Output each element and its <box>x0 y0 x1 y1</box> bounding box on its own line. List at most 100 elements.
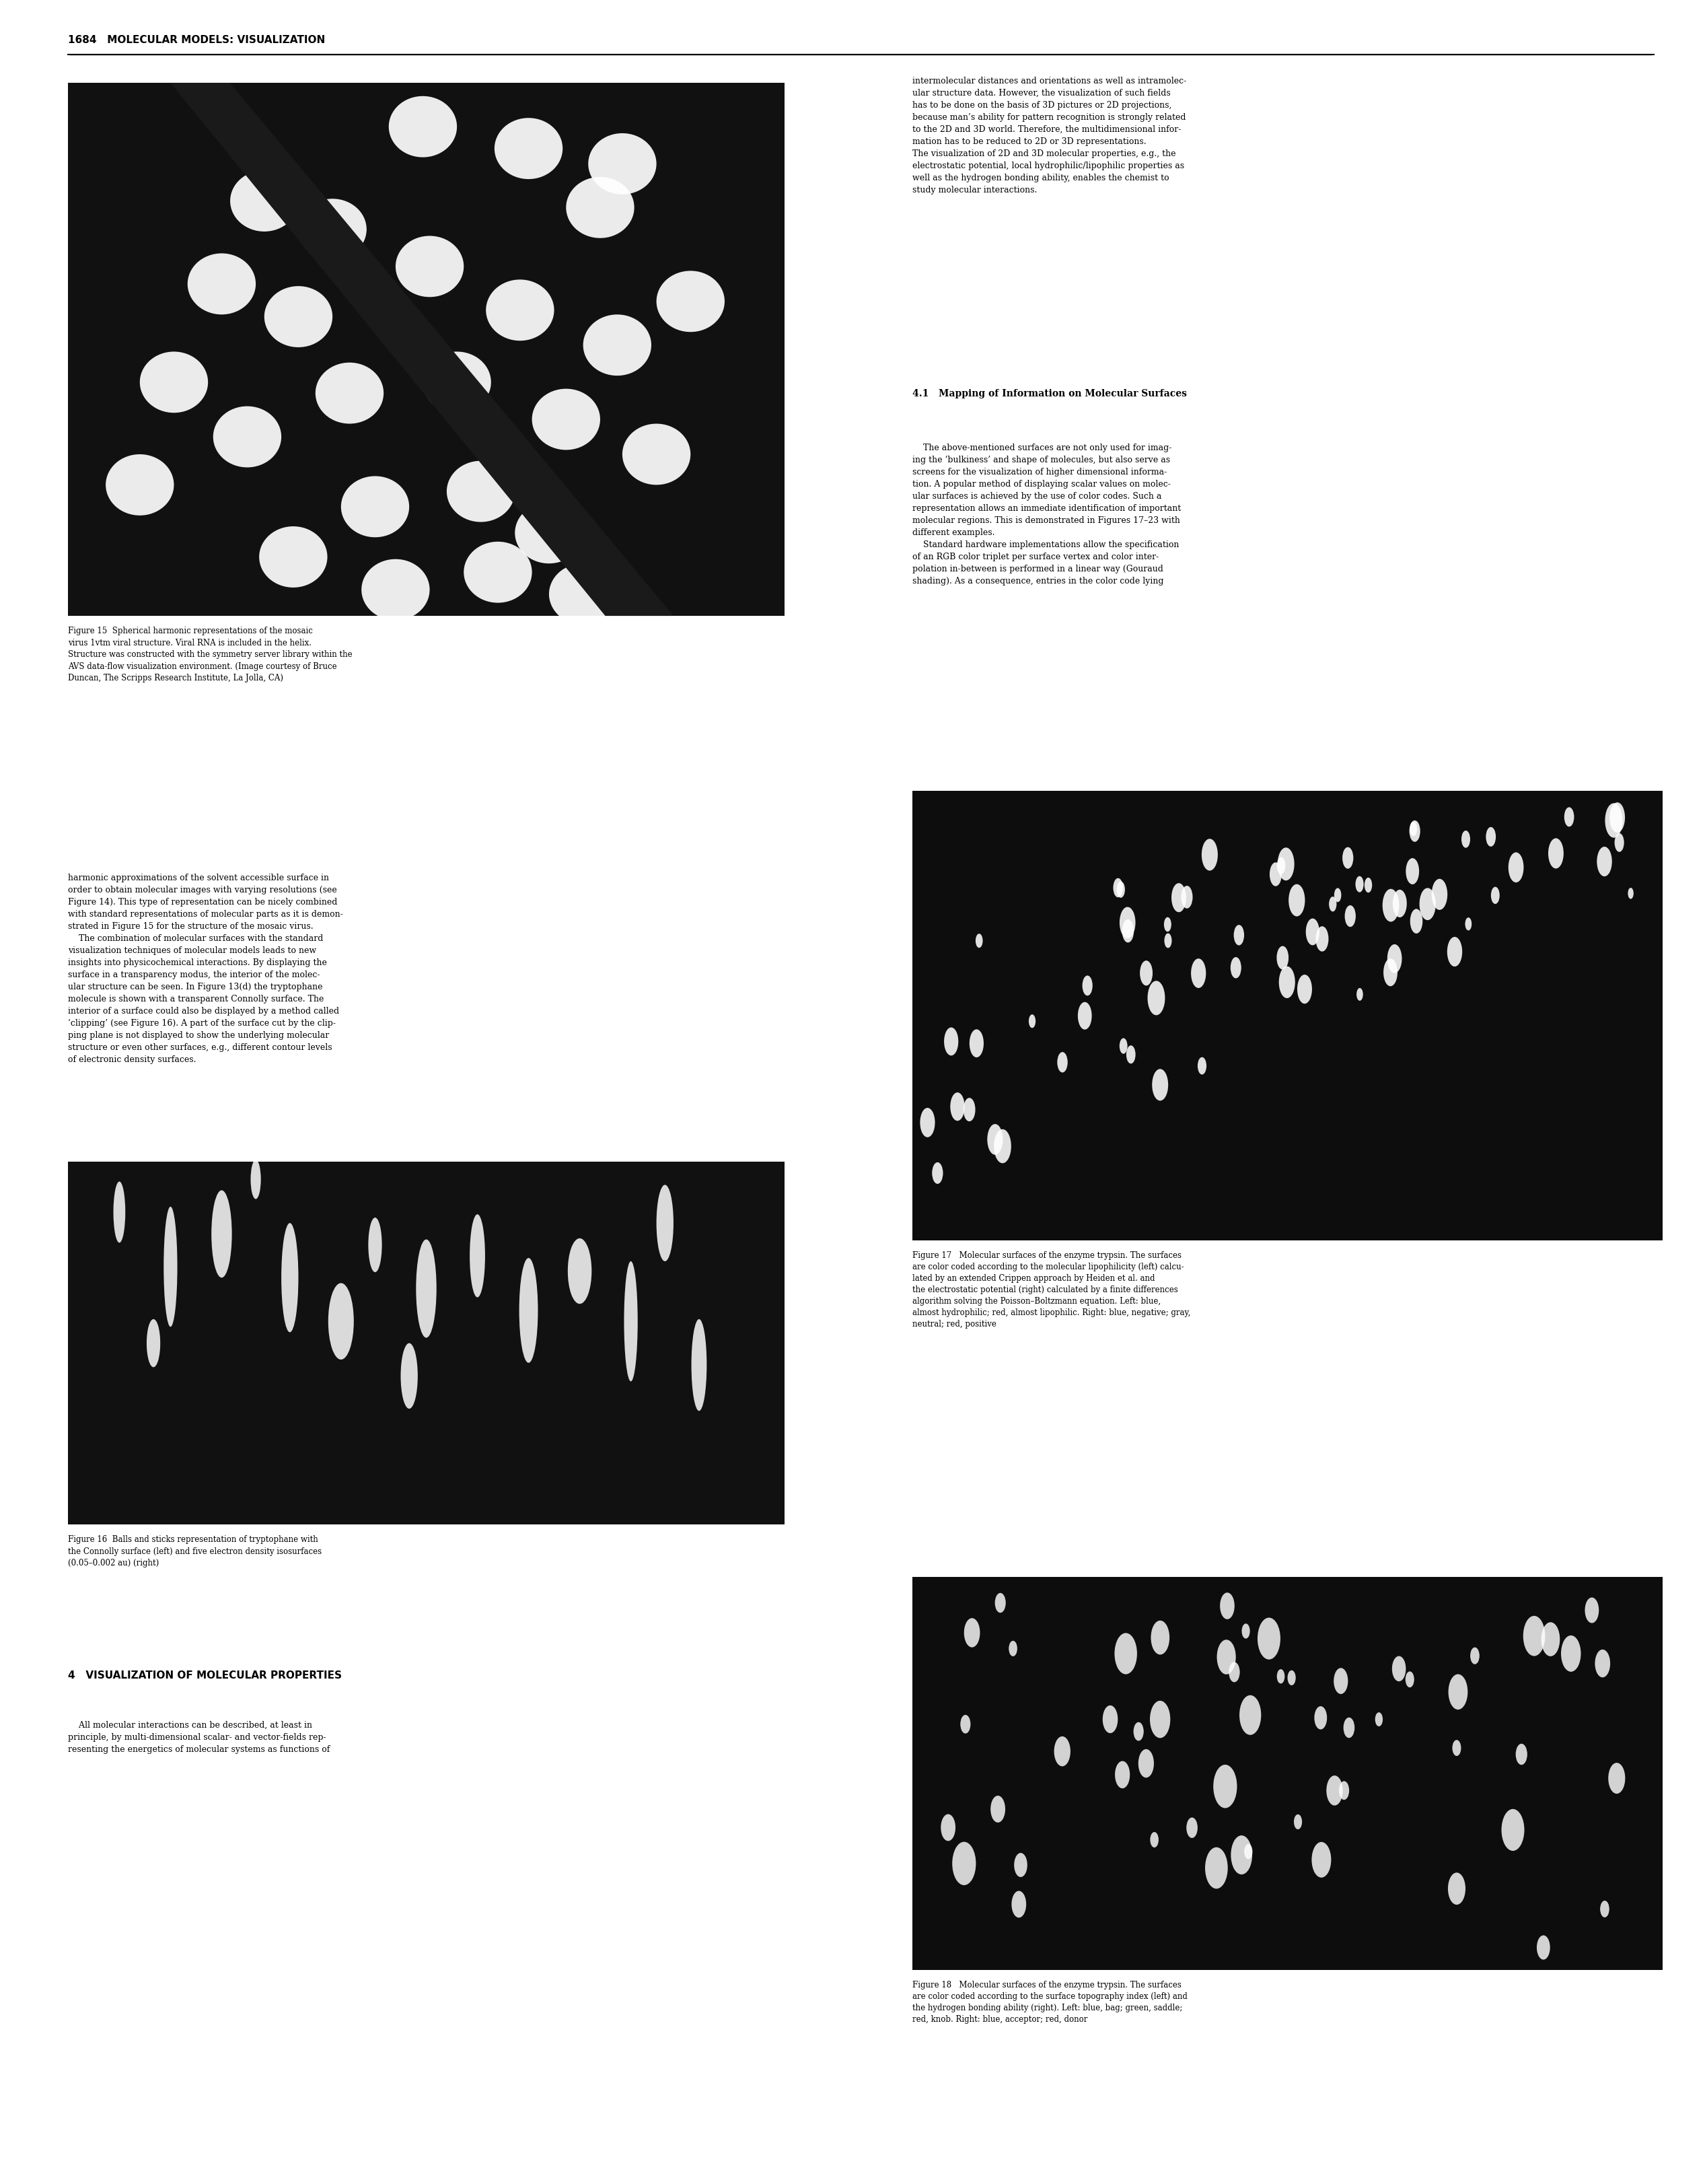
Ellipse shape <box>281 1223 298 1332</box>
Ellipse shape <box>1328 898 1337 911</box>
Bar <box>68 1162 784 1524</box>
Ellipse shape <box>588 133 656 194</box>
Text: 4   VISUALIZATION OF MOLECULAR PROPERTIES: 4 VISUALIZATION OF MOLECULAR PROPERTIES <box>68 1671 343 1682</box>
Ellipse shape <box>1541 1623 1560 1655</box>
Ellipse shape <box>1234 924 1245 946</box>
Ellipse shape <box>1393 889 1407 917</box>
Ellipse shape <box>213 406 281 467</box>
Ellipse shape <box>1608 1762 1625 1793</box>
Ellipse shape <box>921 1107 934 1138</box>
Ellipse shape <box>416 1241 436 1337</box>
Ellipse shape <box>1117 882 1125 898</box>
Ellipse shape <box>518 1258 539 1363</box>
Ellipse shape <box>1202 839 1217 871</box>
Ellipse shape <box>941 1815 955 1841</box>
Ellipse shape <box>494 118 563 179</box>
Text: harmonic approximations of the solvent accessible surface in
order to obtain mol: harmonic approximations of the solvent a… <box>68 874 343 1064</box>
Ellipse shape <box>568 1238 592 1304</box>
Ellipse shape <box>1241 1623 1250 1638</box>
Ellipse shape <box>1594 1649 1610 1677</box>
Ellipse shape <box>1182 887 1192 909</box>
Text: Figure 16  Balls and sticks representation of tryptophane with
the Connolly surf: Figure 16 Balls and sticks representatio… <box>68 1535 322 1568</box>
Ellipse shape <box>549 563 617 625</box>
Ellipse shape <box>471 1214 486 1297</box>
Ellipse shape <box>1057 1053 1067 1072</box>
Ellipse shape <box>960 1714 970 1734</box>
Ellipse shape <box>1345 906 1355 926</box>
Ellipse shape <box>1548 839 1563 869</box>
Ellipse shape <box>1615 834 1625 852</box>
Ellipse shape <box>1604 804 1623 839</box>
Ellipse shape <box>1383 889 1400 922</box>
Ellipse shape <box>1277 847 1294 880</box>
Ellipse shape <box>987 1125 1003 1155</box>
Ellipse shape <box>1120 906 1136 939</box>
Ellipse shape <box>188 253 256 314</box>
Ellipse shape <box>1410 821 1420 841</box>
Ellipse shape <box>1432 878 1448 911</box>
Ellipse shape <box>1509 852 1524 882</box>
Ellipse shape <box>1153 1068 1168 1101</box>
Ellipse shape <box>1054 1736 1071 1767</box>
Ellipse shape <box>1453 1741 1461 1756</box>
Ellipse shape <box>950 1092 965 1120</box>
Text: Figure 15  Spherical harmonic representations of the mosaic
virus 1vtm viral str: Figure 15 Spherical harmonic representat… <box>68 627 353 684</box>
Ellipse shape <box>933 1162 943 1184</box>
Ellipse shape <box>113 1182 126 1243</box>
Ellipse shape <box>532 389 600 450</box>
Ellipse shape <box>1078 1002 1091 1029</box>
Ellipse shape <box>1598 847 1611 876</box>
Ellipse shape <box>147 1319 160 1367</box>
Ellipse shape <box>1586 1597 1599 1623</box>
Text: intermolecular distances and orientations as well as intramolec-
ular structure : intermolecular distances and orientation… <box>912 76 1187 194</box>
Ellipse shape <box>1391 1655 1407 1682</box>
Ellipse shape <box>298 199 367 260</box>
Ellipse shape <box>1258 1618 1280 1660</box>
Ellipse shape <box>1240 1695 1262 1734</box>
Ellipse shape <box>1103 1706 1118 1734</box>
Ellipse shape <box>1120 1037 1127 1055</box>
Ellipse shape <box>1338 1782 1349 1800</box>
Ellipse shape <box>1448 1675 1468 1710</box>
Ellipse shape <box>1113 878 1124 898</box>
Ellipse shape <box>1147 981 1165 1016</box>
Ellipse shape <box>486 280 554 341</box>
Ellipse shape <box>1127 1046 1136 1064</box>
Ellipse shape <box>1115 1634 1137 1675</box>
Ellipse shape <box>1115 1760 1130 1789</box>
Ellipse shape <box>1364 878 1373 893</box>
Ellipse shape <box>1141 961 1153 985</box>
Ellipse shape <box>1165 917 1171 933</box>
Ellipse shape <box>1311 1841 1332 1878</box>
Ellipse shape <box>1628 887 1633 900</box>
Ellipse shape <box>1485 828 1495 847</box>
Ellipse shape <box>1214 1765 1238 1808</box>
Ellipse shape <box>975 933 982 948</box>
Text: All molecular interactions can be described, at least in
principle, by multi-dim: All molecular interactions can be descri… <box>68 1721 331 1754</box>
Ellipse shape <box>1134 1723 1144 1741</box>
Ellipse shape <box>259 526 327 587</box>
Ellipse shape <box>991 1795 1006 1821</box>
Ellipse shape <box>1405 1671 1413 1688</box>
Ellipse shape <box>230 170 298 232</box>
Ellipse shape <box>1420 889 1436 919</box>
Ellipse shape <box>1516 1743 1528 1765</box>
Ellipse shape <box>1277 1669 1284 1684</box>
Ellipse shape <box>1014 1852 1028 1876</box>
Ellipse shape <box>1151 1621 1170 1655</box>
Ellipse shape <box>1410 909 1422 933</box>
Ellipse shape <box>1231 957 1241 978</box>
Ellipse shape <box>1306 919 1320 946</box>
Ellipse shape <box>691 1319 706 1411</box>
Bar <box>912 791 1662 1241</box>
Ellipse shape <box>1448 937 1463 968</box>
Ellipse shape <box>361 559 430 620</box>
Ellipse shape <box>1289 885 1304 917</box>
Ellipse shape <box>1344 1717 1354 1738</box>
Text: 1684   MOLECULAR MODELS: VISUALIZATION: 1684 MOLECULAR MODELS: VISUALIZATION <box>68 35 326 46</box>
Ellipse shape <box>1502 1808 1524 1850</box>
Ellipse shape <box>368 1219 382 1271</box>
Ellipse shape <box>464 542 532 603</box>
Ellipse shape <box>341 476 409 537</box>
Ellipse shape <box>1388 943 1402 974</box>
